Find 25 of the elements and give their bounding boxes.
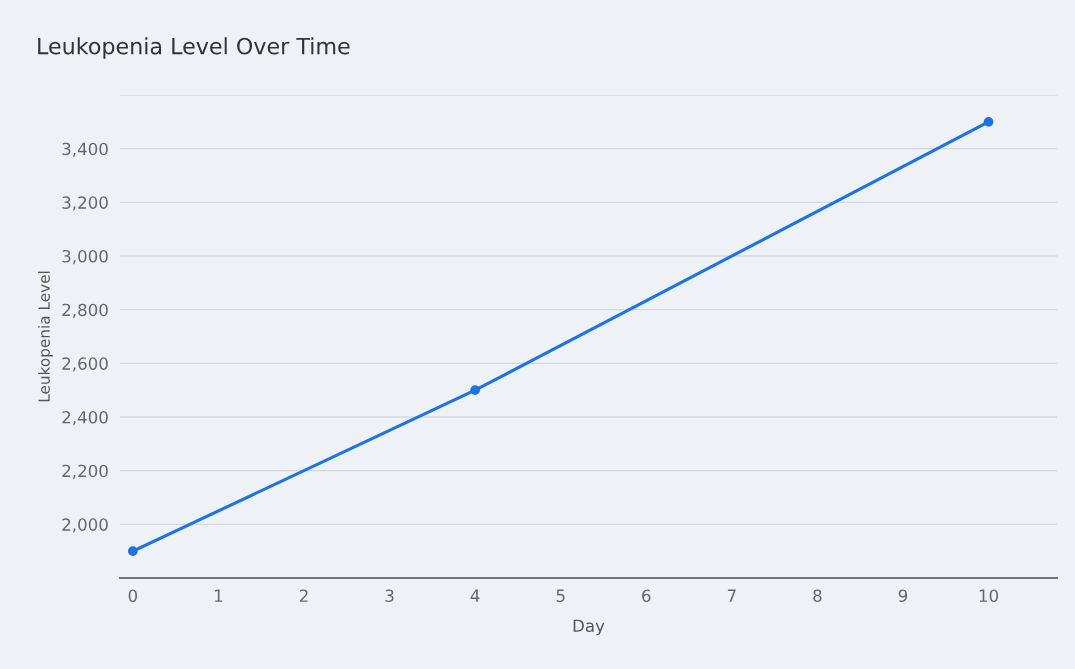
- x-tick-label: 7: [727, 589, 736, 602]
- x-tick-label: 10: [979, 589, 999, 603]
- x-tick-label: 2: [299, 589, 308, 602]
- x-tick-label: 0: [128, 589, 138, 603]
- y-tick-label: 3,000: [62, 249, 108, 265]
- x-tick-label: 1: [214, 589, 223, 602]
- x-tick-label: 9: [898, 589, 908, 603]
- x-tick-label: 3: [385, 589, 394, 603]
- y-tick-label: 2,600: [62, 357, 108, 372]
- point: [127, 546, 138, 557]
- x-tick-label: 5: [556, 589, 565, 603]
- x-tick-label: 8: [813, 589, 822, 603]
- point: [983, 116, 994, 127]
- y-tick-label: 2,400: [62, 410, 108, 426]
- x-axis-title: Day: [573, 619, 605, 636]
- y-tick-label: 2,800: [62, 303, 108, 318]
- y-tick-label: 3,400: [62, 142, 108, 157]
- y-tick-label: 3,200: [62, 196, 108, 211]
- y-axis-title: Leukopenia Level: [38, 271, 53, 402]
- chart-title: Leukopenia Level Over Time: [38, 37, 350, 59]
- x-tick-label: 4: [470, 589, 480, 602]
- y-tick-label: 2,000: [62, 518, 108, 533]
- y-tick-label: 2,200: [62, 464, 108, 479]
- x-tick-label: 6: [642, 589, 651, 603]
- point: [470, 385, 480, 396]
